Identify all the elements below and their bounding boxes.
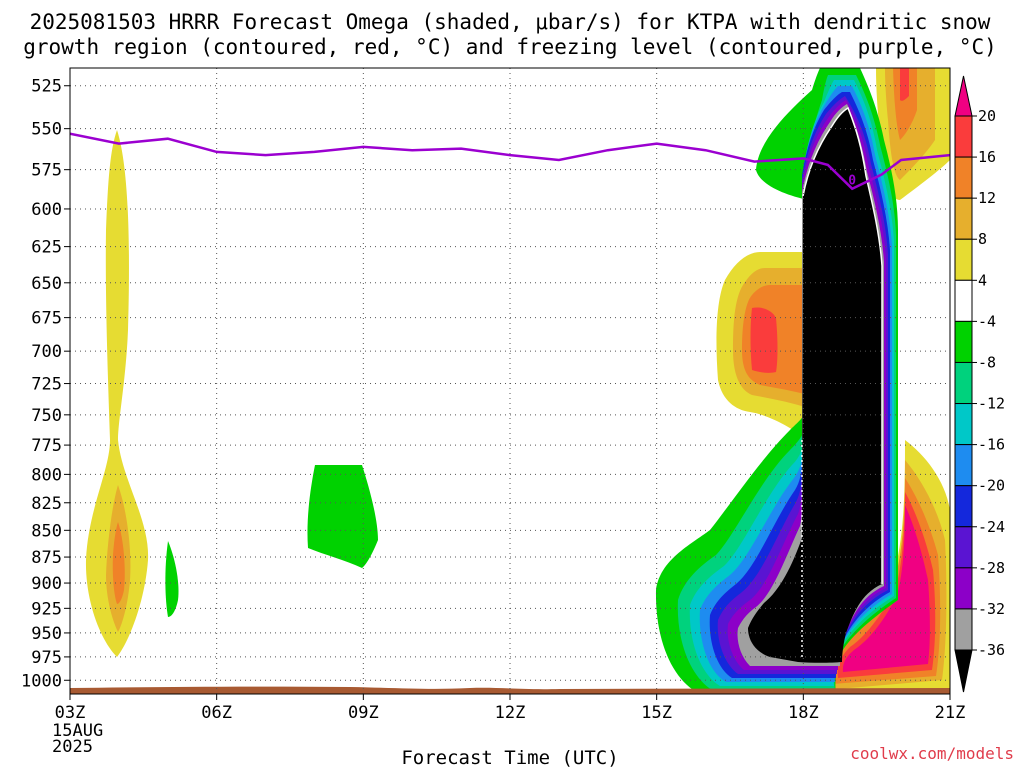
y-tick-label: 525 — [31, 77, 62, 97]
y-tick-label: 850 — [31, 521, 62, 541]
colorbar-bin — [954, 649, 973, 693]
omega-contour — [748, 108, 882, 663]
colorbar-bin — [954, 279, 973, 322]
omega-shading — [70, 68, 950, 694]
colorbar-label: 20 — [978, 107, 996, 125]
colorbar-label: -4 — [978, 312, 996, 330]
source-credit: coolwx.com/models — [850, 744, 1014, 763]
y-tick-label: 600 — [31, 200, 62, 220]
y-tick-label: 700 — [31, 342, 62, 362]
y-axis: 525 550 575 600 625 650 675 700 725 750 775 800 825 8… — [21, 77, 70, 691]
x-tick-label: 21Z — [935, 703, 966, 723]
y-tick-label: 625 — [31, 238, 62, 258]
y-tick-label: 675 — [31, 309, 62, 329]
colorbar-bin — [954, 238, 973, 281]
omega-contour — [900, 68, 909, 101]
x-tick-label: 06Z — [201, 703, 232, 723]
x-tick-label: 12Z — [495, 703, 526, 723]
colorbar-label: -24 — [978, 518, 1005, 536]
y-tick-label: 950 — [31, 624, 62, 644]
colorbar-bin — [954, 156, 973, 199]
colorbar-label: 8 — [978, 230, 987, 248]
grid-lines — [70, 68, 950, 694]
colorbar-label: -16 — [978, 436, 1005, 454]
colorbar-bin — [954, 115, 973, 158]
x-tick-label: 09Z — [348, 703, 379, 723]
omega-contour — [893, 68, 917, 140]
colorbar-label: -12 — [978, 395, 1005, 413]
x-tick-label: 18Z — [788, 703, 819, 723]
colorbar-bin — [954, 485, 973, 528]
x-date-label: 2025 — [52, 737, 93, 757]
freezing-level-label: 0 — [848, 174, 856, 189]
colorbar-bin — [954, 320, 973, 363]
y-tick-label: 875 — [31, 548, 62, 568]
omega-contour — [842, 505, 930, 672]
omega-contour — [165, 541, 179, 617]
x-date-label: 15AUG — [52, 721, 103, 741]
chart-title-line1: 2025081503 HRRR Forecast Omega (shaded, … — [30, 10, 991, 34]
y-tick-label: 775 — [31, 436, 62, 456]
omega-contour — [750, 307, 778, 373]
omega-contour — [85, 130, 149, 657]
colorbar-bin — [954, 403, 973, 446]
x-tick-label: 15Z — [641, 703, 672, 723]
ground-terrain — [70, 686, 950, 694]
colorbar-bin — [954, 197, 973, 240]
y-tick-label: 925 — [31, 599, 62, 619]
colorbar-label: -28 — [978, 559, 1005, 577]
y-tick-label: 975 — [31, 648, 62, 668]
y-tick-label: 825 — [31, 494, 62, 514]
colorbar-label: -20 — [978, 477, 1005, 495]
y-tick-label: 575 — [31, 161, 62, 181]
contour-edge — [802, 106, 883, 584]
colorbar-label: 4 — [978, 271, 987, 289]
colorbar-label: -32 — [978, 600, 1005, 618]
colorbar-label: 12 — [978, 189, 996, 207]
y-tick-label: 900 — [31, 574, 62, 594]
y-tick-label: 650 — [31, 274, 62, 294]
colorbar-bin — [954, 75, 973, 117]
y-tick-label: 725 — [31, 375, 62, 395]
colorbar-bin — [954, 526, 973, 569]
y-tick-label: 550 — [31, 120, 62, 140]
y-tick-label: 800 — [31, 465, 62, 485]
y-tick-label: 750 — [31, 406, 62, 426]
colorbar-label: 16 — [978, 148, 996, 166]
x-tick-label: 03Z — [55, 703, 86, 723]
y-tick-label: 1000 — [21, 671, 62, 691]
colorbar-bin — [954, 444, 973, 487]
colorbar: 20 16 12 8 4 -4 -8 -12 -16 -20 -24 -28 -32 -36 — [954, 75, 1005, 693]
chart-title-line2: growth region (contoured, red, °C) and f… — [23, 35, 997, 59]
colorbar-label: -36 — [978, 641, 1005, 659]
freezing-level-contour: 0 — [70, 132, 950, 191]
x-axis-title: Forecast Time (UTC) — [401, 747, 618, 768]
freezing-level-line — [70, 132, 950, 191]
colorbar-bin — [954, 361, 973, 405]
colorbar-bin — [954, 567, 973, 610]
colorbar-label: -8 — [978, 353, 996, 371]
omega-contour — [307, 465, 378, 568]
colorbar-bin — [954, 608, 973, 651]
